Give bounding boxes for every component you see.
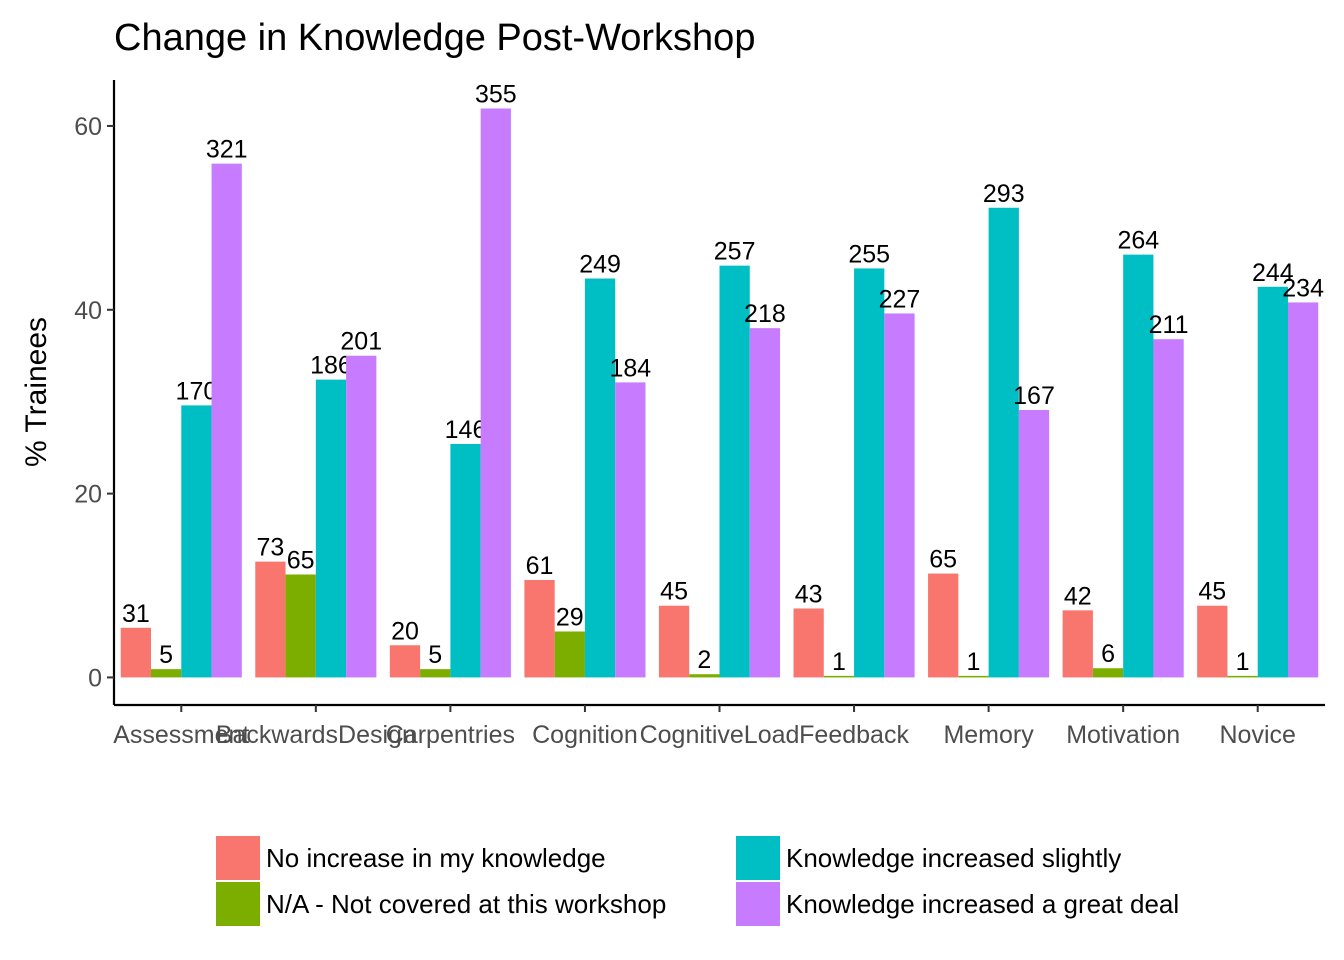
bar bbox=[615, 382, 646, 678]
bar bbox=[554, 631, 585, 678]
data-label: 186 bbox=[310, 352, 352, 380]
data-label: 1 bbox=[832, 648, 846, 676]
bar bbox=[1153, 339, 1184, 678]
data-label: 65 bbox=[287, 546, 315, 574]
data-label: 201 bbox=[340, 328, 382, 356]
data-label: 234 bbox=[1282, 274, 1324, 302]
y-tick-label: 20 bbox=[74, 481, 102, 509]
data-label: 73 bbox=[257, 534, 285, 562]
bar bbox=[793, 608, 824, 678]
data-label: 184 bbox=[610, 354, 652, 382]
data-label: 61 bbox=[526, 552, 554, 580]
data-label: 5 bbox=[428, 641, 442, 669]
bar bbox=[749, 328, 781, 678]
data-label: 42 bbox=[1064, 582, 1092, 610]
data-label: 170 bbox=[176, 377, 218, 405]
bar bbox=[120, 627, 151, 678]
bar bbox=[988, 207, 1019, 678]
data-label: 6 bbox=[1101, 640, 1115, 668]
legend-swatch bbox=[216, 836, 260, 880]
legend-label: No increase in my knowledge bbox=[266, 843, 606, 873]
data-label: 227 bbox=[879, 285, 921, 313]
data-label: 257 bbox=[714, 238, 756, 266]
x-tick-label: Assessment bbox=[113, 721, 249, 749]
data-label: 20 bbox=[391, 617, 419, 645]
y-tick-label: 40 bbox=[74, 297, 102, 325]
legend-swatch bbox=[216, 882, 260, 926]
bar bbox=[389, 645, 421, 678]
data-label: 43 bbox=[795, 580, 823, 608]
bar bbox=[928, 573, 959, 678]
bar bbox=[823, 675, 855, 678]
bar bbox=[255, 561, 286, 678]
x-tick-label: CognitiveLoad bbox=[640, 721, 800, 749]
x-tick-label: Motivation bbox=[1066, 721, 1180, 749]
bar bbox=[1197, 605, 1228, 678]
data-label: 29 bbox=[556, 603, 584, 631]
bar bbox=[1123, 254, 1154, 678]
bar bbox=[584, 278, 616, 678]
data-label: 2 bbox=[697, 646, 711, 674]
legend-swatch bbox=[736, 882, 780, 926]
bar bbox=[658, 605, 690, 678]
bar bbox=[719, 265, 750, 678]
data-label: 355 bbox=[475, 80, 517, 108]
bar bbox=[346, 355, 377, 678]
data-label: 146 bbox=[445, 416, 487, 444]
bar bbox=[689, 674, 720, 678]
bar bbox=[181, 405, 212, 678]
bar bbox=[1257, 286, 1288, 678]
bar bbox=[450, 443, 481, 678]
data-label: 293 bbox=[983, 180, 1025, 208]
legend-swatch bbox=[736, 836, 780, 880]
y-tick-label: 60 bbox=[74, 113, 102, 141]
bar bbox=[1288, 302, 1319, 678]
y-axis-label: % Trainees bbox=[20, 317, 53, 467]
data-label: 321 bbox=[206, 136, 248, 164]
bar bbox=[480, 108, 511, 678]
bar bbox=[524, 580, 555, 678]
data-label: 249 bbox=[579, 251, 621, 279]
data-label: 1 bbox=[967, 648, 981, 676]
data-label: 211 bbox=[1149, 311, 1189, 339]
bar bbox=[1092, 668, 1124, 678]
x-tick-label: Carpentries bbox=[386, 721, 515, 749]
data-label: 65 bbox=[929, 546, 957, 574]
legend-label: Knowledge increased a great deal bbox=[786, 889, 1179, 919]
data-label: 167 bbox=[1013, 382, 1055, 410]
data-label: 1 bbox=[1236, 648, 1250, 676]
bar bbox=[1227, 675, 1258, 678]
y-tick-label: 0 bbox=[88, 664, 102, 692]
bar bbox=[151, 669, 182, 678]
data-label: 264 bbox=[1117, 227, 1159, 255]
bar bbox=[420, 669, 451, 678]
bar bbox=[1062, 610, 1093, 678]
legend-label: N/A - Not covered at this workshop bbox=[266, 889, 666, 919]
data-label: 5 bbox=[159, 641, 173, 669]
x-tick-label: Memory bbox=[943, 721, 1034, 749]
data-label: 255 bbox=[848, 240, 890, 268]
x-tick-label: Cognition bbox=[532, 721, 638, 749]
x-tick-label: Feedback bbox=[799, 721, 909, 749]
legend-label: Knowledge increased slightly bbox=[786, 843, 1121, 873]
bar bbox=[315, 379, 347, 678]
data-label: 45 bbox=[660, 578, 688, 606]
bar bbox=[854, 268, 885, 678]
x-tick-label: Novice bbox=[1220, 721, 1296, 749]
bar bbox=[958, 675, 989, 678]
bar bbox=[1018, 409, 1050, 678]
bar bbox=[211, 163, 242, 678]
data-label: 218 bbox=[744, 300, 786, 328]
data-label: 31 bbox=[122, 600, 150, 628]
chart-title: Change in Knowledge Post-Workshop bbox=[114, 17, 755, 59]
bar bbox=[285, 574, 316, 678]
bar bbox=[884, 313, 915, 678]
legend: No increase in my knowledge N/A - Not cov… bbox=[216, 836, 1179, 926]
x-tick-label: BackwardsDesign bbox=[216, 721, 416, 749]
data-label: 244 bbox=[1252, 259, 1294, 287]
data-label: 45 bbox=[1198, 578, 1226, 606]
